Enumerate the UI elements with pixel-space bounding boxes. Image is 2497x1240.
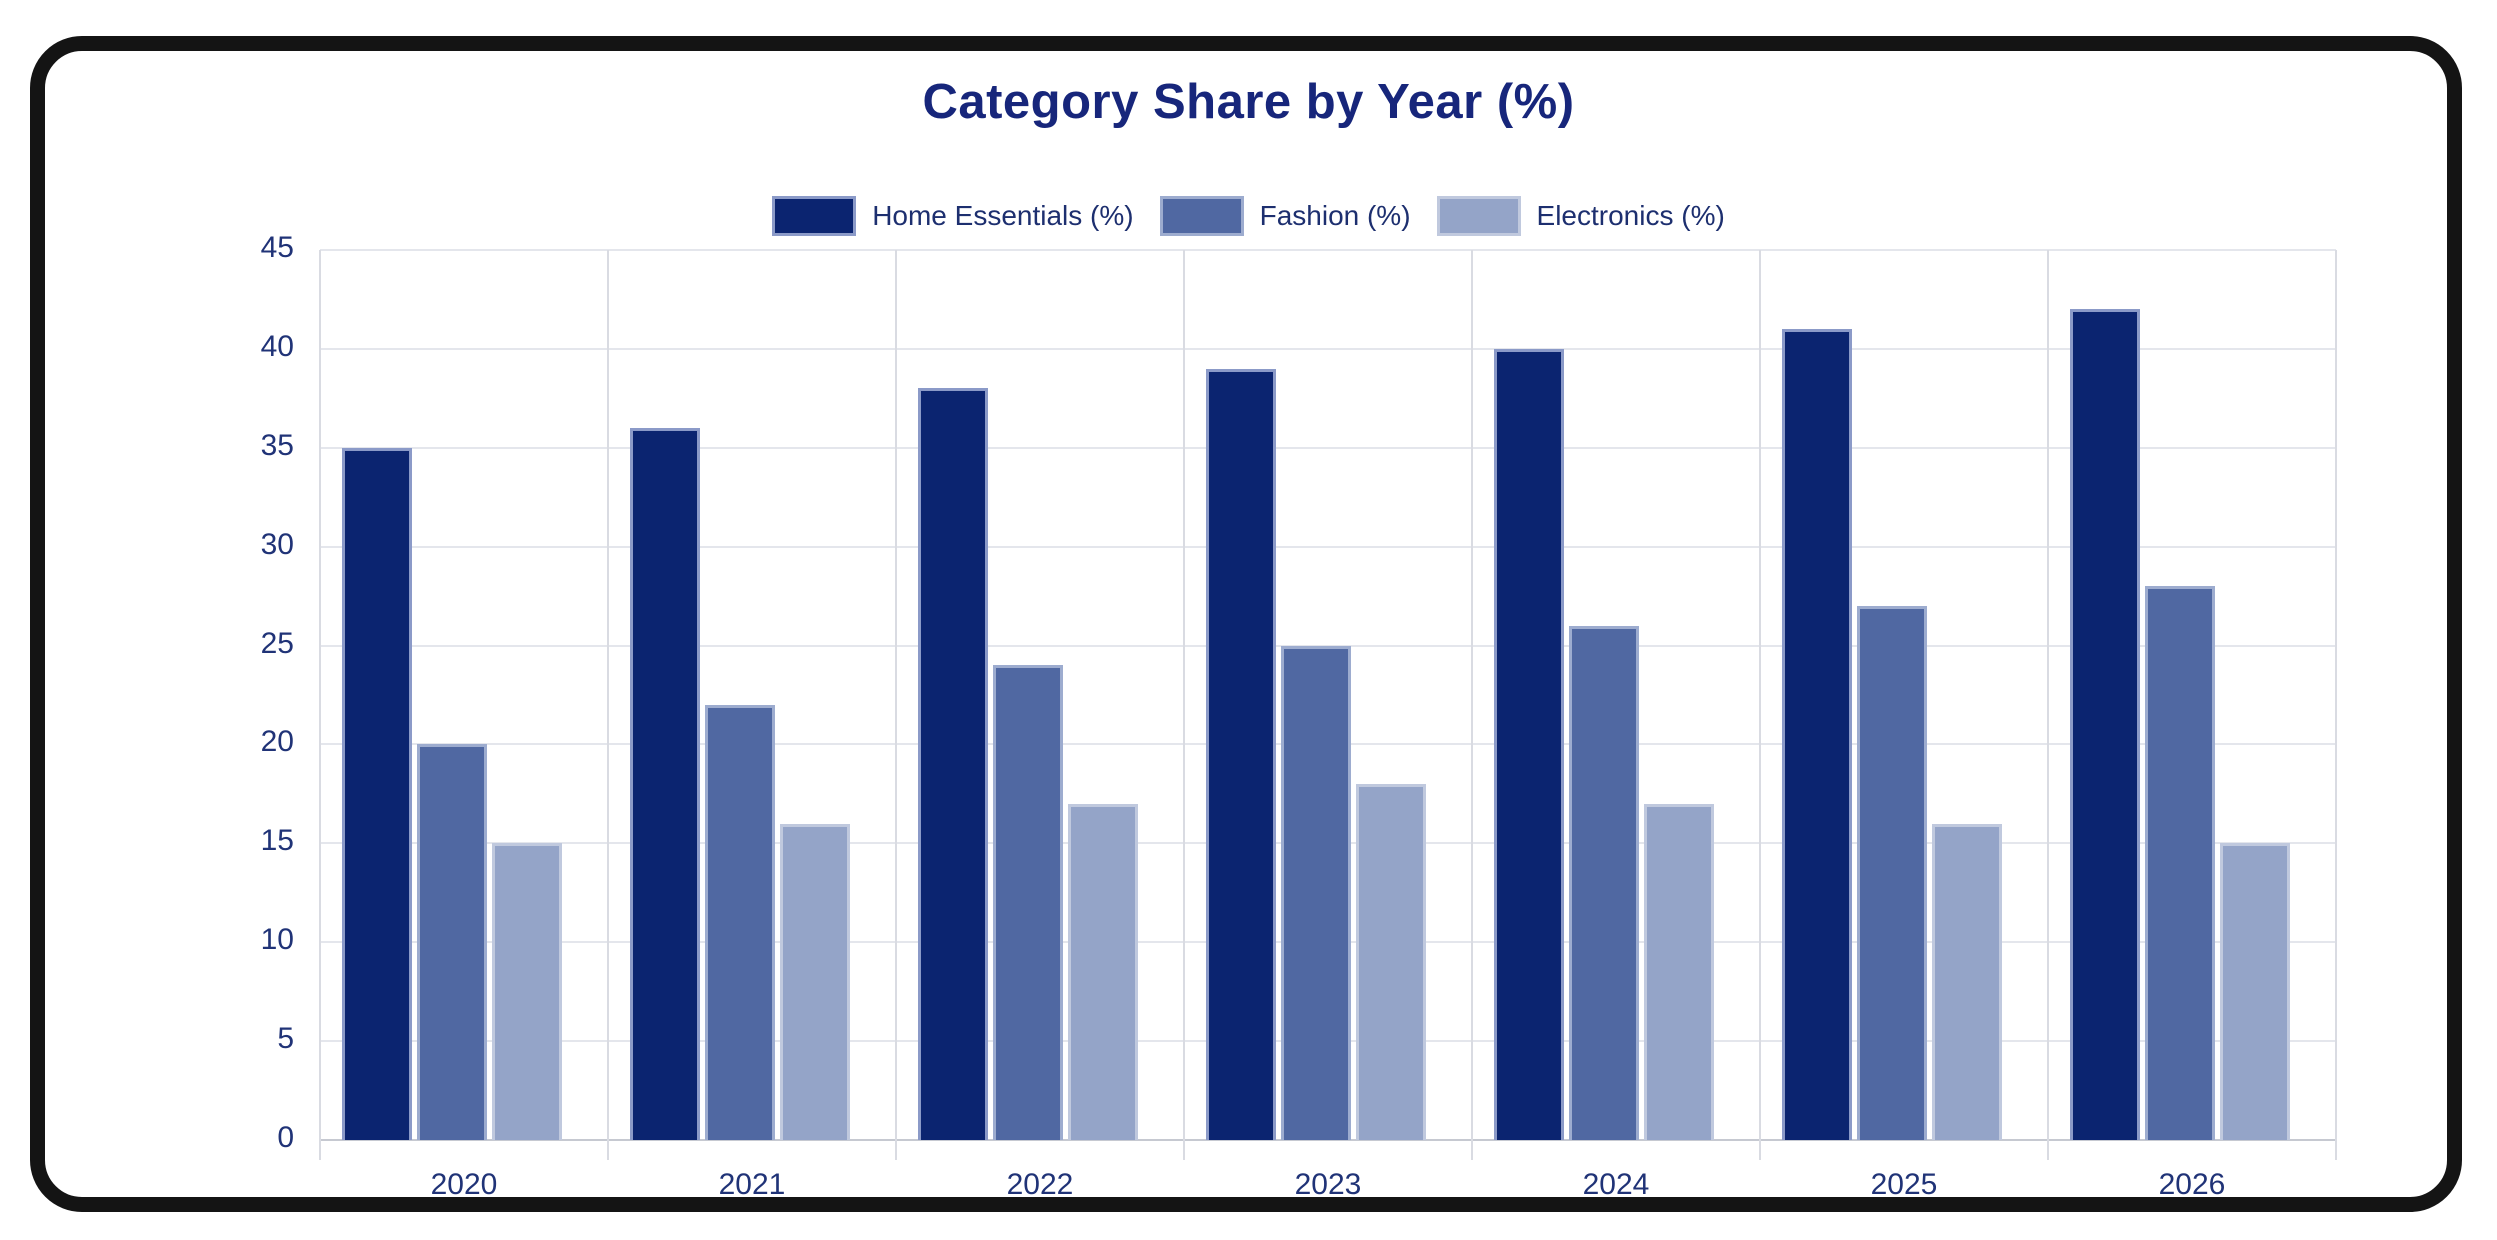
gridline-horizontal: [320, 644, 2336, 647]
x-axis-tick-label: 2024: [1582, 1168, 1650, 1201]
y-axis-tick-label: 40: [260, 329, 294, 363]
legend-swatch-fashion: [1159, 196, 1244, 236]
y-axis-tick-label: 35: [260, 428, 294, 462]
legend-swatch-electronics: [1436, 196, 1521, 236]
gridline-vertical: [1183, 250, 1185, 1160]
gridline-vertical: [2335, 250, 2337, 1160]
legend-item-electronics[interactable]: Electronics (%): [1436, 196, 1725, 236]
chart-legend: Home Essentials (%) Fashion (%) Electronic…: [0, 196, 2497, 236]
y-axis-tick-label: 10: [260, 923, 294, 957]
gridline-horizontal: [320, 347, 2336, 350]
gridline-vertical: [2047, 250, 2049, 1160]
gridline-vertical: [1759, 250, 1761, 1160]
y-axis-tick-label: 15: [260, 824, 294, 858]
bar-home-essentials-2023[interactable]: [1206, 369, 1276, 1140]
bar-electronics-2023[interactable]: [1356, 784, 1426, 1140]
gridline-horizontal: [320, 249, 2336, 251]
legend-item-home-essentials[interactable]: Home Essentials (%): [772, 196, 1134, 236]
legend-label: Electronics (%): [1536, 200, 1725, 231]
gridline-vertical: [607, 250, 609, 1160]
y-axis-tick-label: 30: [260, 527, 294, 561]
y-axis-tick-label: 25: [260, 626, 294, 660]
y-axis-tick-label: 0: [277, 1121, 294, 1154]
gridline-horizontal: [320, 446, 2336, 449]
bar-electronics-2025[interactable]: [1932, 824, 2002, 1140]
bar-fashion-2026[interactable]: [2145, 586, 2215, 1140]
bar-home-essentials-2021[interactable]: [630, 428, 700, 1140]
x-axis-tick-label: 2025: [1870, 1168, 1938, 1201]
gridline-vertical: [319, 250, 321, 1160]
axis-line-x: [320, 1139, 2336, 1141]
bar-fashion-2020[interactable]: [417, 744, 487, 1140]
x-axis-tick-label: 2023: [1294, 1168, 1362, 1201]
chart-title: Category Share by Year (%): [922, 75, 1575, 129]
plot-area: [319, 249, 2337, 1160]
bar-fashion-2025[interactable]: [1857, 606, 1927, 1140]
legend-label: Fashion (%): [1259, 200, 1411, 231]
bar-home-essentials-2025[interactable]: [1782, 329, 1852, 1140]
bar-fashion-2023[interactable]: [1281, 646, 1351, 1140]
x-axis-tick-label: 2021: [718, 1168, 786, 1201]
bar-electronics-2020[interactable]: [492, 843, 562, 1140]
gridline-vertical: [895, 250, 897, 1160]
bar-home-essentials-2022[interactable]: [918, 388, 988, 1140]
legend-swatch-home-essentials: [772, 196, 857, 236]
y-axis-tick-label: 20: [260, 725, 294, 759]
bar-electronics-2022[interactable]: [1068, 804, 1138, 1140]
y-axis-tick-label: 5: [277, 1022, 294, 1056]
bar-electronics-2026[interactable]: [2220, 843, 2290, 1140]
bar-electronics-2021[interactable]: [780, 824, 850, 1140]
x-axis-tick-label: 2022: [1006, 1168, 1074, 1201]
y-axis-tick-label: 45: [260, 231, 294, 264]
x-axis-tick-label: 2020: [430, 1168, 498, 1201]
bar-home-essentials-2020[interactable]: [342, 448, 412, 1140]
gridline-vertical: [1471, 250, 1473, 1160]
bar-electronics-2024[interactable]: [1644, 804, 1714, 1140]
legend-label: Home Essentials (%): [872, 200, 1134, 231]
gridline-horizontal: [320, 545, 2336, 548]
bar-home-essentials-2026[interactable]: [2070, 309, 2140, 1140]
bar-fashion-2021[interactable]: [705, 705, 775, 1140]
bar-fashion-2022[interactable]: [993, 665, 1063, 1140]
bar-home-essentials-2024[interactable]: [1494, 349, 1564, 1140]
bar-fashion-2024[interactable]: [1569, 626, 1639, 1140]
legend-item-fashion[interactable]: Fashion (%): [1159, 196, 1411, 236]
x-axis-tick-label: 2026: [2158, 1168, 2226, 1201]
